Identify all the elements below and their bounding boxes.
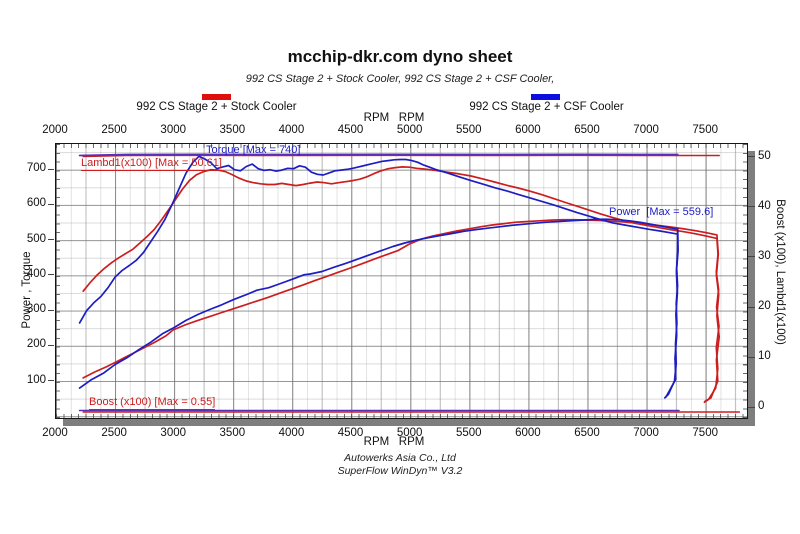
page-title: mcchip-dkr.com dyno sheet bbox=[287, 47, 513, 66]
x-tick-label-top: 5500 bbox=[455, 124, 482, 136]
y-left-tick-mark bbox=[48, 380, 54, 382]
x-tick-label-bottom: 7000 bbox=[633, 427, 659, 439]
dyno-curves bbox=[78, 153, 741, 413]
y-left-tick-label: 500 bbox=[26, 232, 46, 245]
x-tick-label-bottom: 3000 bbox=[160, 427, 187, 439]
y-left-tick-label: 700 bbox=[26, 162, 46, 175]
x-tick-label-bottom: 6000 bbox=[515, 427, 541, 439]
y-right-tick-label: 10 bbox=[758, 350, 771, 363]
y-left-tick-mark bbox=[48, 309, 54, 311]
footer-software: SuperFlow WinDyn™ V3.2 bbox=[337, 465, 463, 477]
y-left-tick-mark bbox=[48, 168, 54, 170]
footer-company: Autowerks Asia Co., Ltd bbox=[344, 452, 456, 464]
curve-power-csf bbox=[78, 218, 679, 398]
x-tick-label-bottom: 7500 bbox=[692, 427, 718, 439]
x-tick-label-bottom: 2000 bbox=[42, 427, 68, 439]
plot-shadow-right bbox=[748, 151, 755, 425]
legend-label-csf: 992 CS Stage 2 + CSF Cooler bbox=[469, 101, 624, 113]
y-right-tick-label: 50 bbox=[758, 149, 771, 162]
legend-swatch-csf bbox=[531, 94, 560, 100]
annotation-boost: Boost (x100) [Max = 0.55] bbox=[89, 396, 216, 410]
curve-lambda-stock bbox=[82, 154, 721, 158]
plot-area bbox=[55, 143, 748, 419]
y-right-axis-title: Boost (x100), Lambd1(x100) bbox=[774, 199, 786, 345]
x-tick-label-top: 2000 bbox=[42, 124, 68, 136]
x-tick-label-top: 6500 bbox=[574, 124, 600, 136]
y-left-tick-mark bbox=[48, 274, 54, 276]
annotation-power: Power [Max = 559.6] bbox=[609, 206, 714, 218]
y-left-axis-title: Power , Torque bbox=[21, 251, 33, 329]
x-tick-label-top: 7500 bbox=[692, 124, 718, 136]
curve-torque-stock bbox=[82, 166, 720, 404]
y-left-tick-label: 200 bbox=[26, 338, 46, 351]
curve-lambda-csf bbox=[78, 153, 679, 157]
x-tick-label-top: 4000 bbox=[278, 124, 305, 136]
x-tick-label-bottom: 3500 bbox=[219, 427, 246, 439]
x-axis-title-top: RPM RPM bbox=[363, 112, 425, 124]
page-subtitle: 992 CS Stage 2 + Stock Cooler, 992 CS St… bbox=[245, 73, 555, 85]
x-tick-label-top: 7000 bbox=[633, 124, 659, 136]
x-tick-label-top: 6000 bbox=[515, 124, 541, 136]
legend-label-stock: 992 CS Stage 2 + Stock Cooler bbox=[136, 101, 297, 113]
y-left-tick-label: 100 bbox=[26, 373, 46, 386]
plot-shadow-bottom bbox=[63, 419, 755, 426]
x-tick-label-bottom: 2500 bbox=[101, 427, 127, 439]
x-axis-title-bottom: RPM RPM bbox=[363, 436, 425, 448]
x-tick-label-top: 3500 bbox=[219, 124, 246, 136]
x-tick-label-top: 5000 bbox=[396, 124, 423, 136]
annotation-lambda: Lambd1(x100) [Max = 50.61] bbox=[81, 157, 222, 171]
x-tick-label-bottom: 6500 bbox=[574, 427, 600, 439]
y-right-tick-label: 0 bbox=[758, 400, 765, 413]
curve-torque-csf bbox=[78, 155, 679, 399]
curve-power-stock bbox=[82, 218, 721, 403]
y-left-tick-mark bbox=[48, 344, 54, 346]
x-tick-label-bottom: 5500 bbox=[455, 427, 482, 439]
x-tick-label-bottom: 4000 bbox=[278, 427, 305, 439]
y-left-tick-mark bbox=[48, 239, 54, 241]
legend-swatch-stock bbox=[202, 94, 231, 100]
x-tick-label-top: 2500 bbox=[101, 124, 127, 136]
annotation-torque: Torque [Max = 740] bbox=[206, 144, 301, 156]
x-tick-label-top: 4500 bbox=[337, 124, 364, 136]
y-left-tick-label: 600 bbox=[26, 197, 46, 210]
x-tick-label-top: 3000 bbox=[160, 124, 187, 136]
y-left-tick-mark bbox=[48, 203, 54, 205]
